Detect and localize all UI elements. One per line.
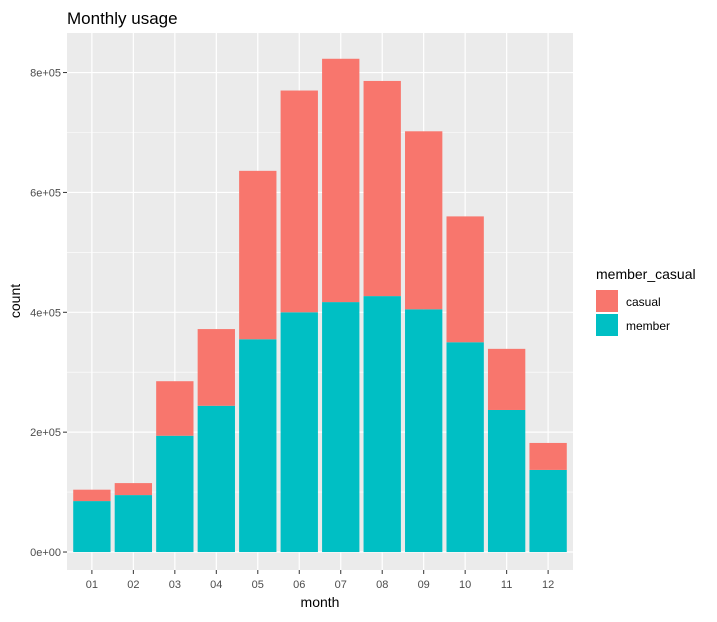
bar-casual-04 xyxy=(197,329,235,406)
bar-member-06 xyxy=(280,312,318,553)
legend-items: casual member xyxy=(596,290,670,336)
bar-member-04 xyxy=(197,405,235,553)
bar-member-11 xyxy=(487,409,526,553)
bar-member-02 xyxy=(114,495,153,553)
x-tick-label: 04 xyxy=(210,579,222,591)
y-axis-ticks: 0e+00 2e+05 4e+05 6e+05 8e+05 xyxy=(30,68,67,559)
bar-member-03 xyxy=(156,435,194,553)
x-tick-label: 07 xyxy=(335,579,347,591)
bar-casual-10 xyxy=(446,216,484,343)
bar-member-05 xyxy=(239,339,277,553)
x-tick-label: 08 xyxy=(376,579,388,591)
x-tick-label: 02 xyxy=(127,579,139,591)
x-axis-label: month xyxy=(301,594,340,610)
y-tick-label: 0e+00 xyxy=(30,547,61,559)
x-axis-ticks: 01 02 03 04 05 06 07 08 09 10 11 12 xyxy=(86,570,554,591)
bar-member-12 xyxy=(529,469,567,553)
x-tick-label: 09 xyxy=(418,579,430,591)
bars xyxy=(73,58,567,553)
bar-casual-12 xyxy=(529,442,567,470)
y-tick-label: 8e+05 xyxy=(30,68,61,80)
bar-member-01 xyxy=(73,501,111,553)
bar-casual-01 xyxy=(73,489,111,502)
bar-casual-02 xyxy=(114,483,153,496)
x-tick-label: 12 xyxy=(542,579,554,591)
x-tick-label: 05 xyxy=(252,579,264,591)
bar-casual-03 xyxy=(156,381,194,436)
bar-casual-07 xyxy=(322,58,360,303)
legend-swatch-member xyxy=(596,314,618,336)
x-tick-label: 06 xyxy=(293,579,305,591)
bar-casual-11 xyxy=(487,348,526,410)
x-tick-label: 11 xyxy=(501,579,512,591)
y-tick-label: 6e+05 xyxy=(30,187,61,199)
legend-title: member_casual xyxy=(596,266,696,282)
bar-member-10 xyxy=(446,342,484,553)
legend-label-member: member xyxy=(626,319,670,333)
bar-casual-05 xyxy=(239,170,277,340)
y-axis-label: count xyxy=(7,284,23,318)
x-tick-label: 03 xyxy=(169,579,181,591)
legend-label-casual: casual xyxy=(626,295,661,309)
legend-swatch-casual xyxy=(596,290,618,312)
bar-casual-06 xyxy=(280,90,318,313)
x-tick-label: 01 xyxy=(86,579,98,591)
y-tick-label: 4e+05 xyxy=(30,307,61,319)
bar-casual-08 xyxy=(363,80,401,297)
bar-member-09 xyxy=(405,309,443,553)
chart-title: Monthly usage xyxy=(67,9,178,28)
x-tick-label: 10 xyxy=(459,579,471,591)
legend: member_casual casual member xyxy=(596,266,696,336)
bar-member-08 xyxy=(363,296,401,553)
bar-casual-09 xyxy=(405,131,443,310)
bar-member-07 xyxy=(322,302,360,553)
y-tick-label: 2e+05 xyxy=(30,427,61,439)
